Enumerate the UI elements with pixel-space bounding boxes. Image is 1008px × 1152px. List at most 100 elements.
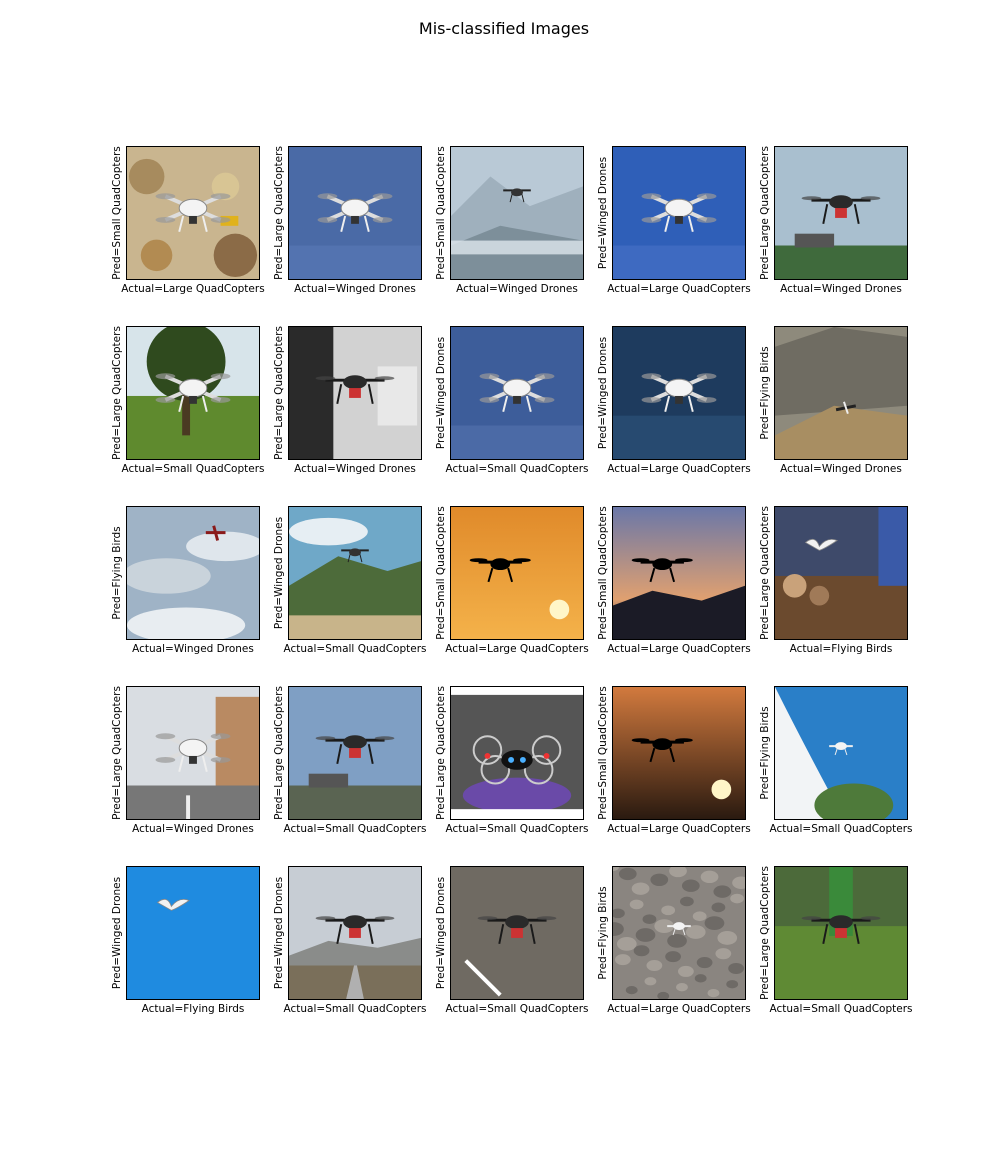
pred-label-wrap: Pred=Winged Drones xyxy=(272,866,286,1000)
pred-label-wrap: Pred=Small QuadCopters xyxy=(110,146,124,280)
thumbnail-drawing xyxy=(127,147,259,279)
grid-cell: Pred=Winged Drones xyxy=(434,326,594,501)
pred-label: Pred=Large QuadCopters xyxy=(273,326,285,460)
grid-cell: Pred=Winged Drones xyxy=(596,326,756,501)
actual-label: Actual=Flying Birds xyxy=(789,643,893,655)
grid-cell: Pred=Large QuadCopters Actual=Small xyxy=(434,686,594,861)
pred-label-wrap: Pred=Flying Birds xyxy=(110,506,124,640)
thumbnail-image xyxy=(450,506,584,640)
grid-cell: Pred=Large QuadCopters Actual=Winged xyxy=(272,326,432,501)
grid-cell: Pred=Small QuadCopters Actual=Winged Dro… xyxy=(434,146,594,321)
thumbnail-drawing xyxy=(613,867,745,999)
grid-cell: Pred=Winged Drones Actual=Small Quad xyxy=(272,866,432,1041)
thumbnail-drawing xyxy=(451,147,583,279)
grid-cell: Pred=Large QuadCopters xyxy=(110,686,270,861)
pred-label-wrap: Pred=Large QuadCopters xyxy=(272,146,286,280)
pred-label-wrap: Pred=Small QuadCopters xyxy=(596,506,610,640)
grid-cell: Pred=Large QuadCopters Actual=Small Quad… xyxy=(272,686,432,861)
grid-cell: Pred=Small QuadCopters Actual=Large Quad… xyxy=(596,686,756,861)
thumbnail-drawing xyxy=(451,867,583,999)
grid-cell: Pred=Flying Birds Actual=Winged Drones xyxy=(758,326,918,501)
actual-label: Actual=Winged Drones xyxy=(132,643,254,655)
thumbnail-image xyxy=(450,326,584,460)
pred-label-wrap: Pred=Winged Drones xyxy=(434,866,448,1000)
thumbnail-image xyxy=(288,686,422,820)
pred-label: Pred=Large QuadCopters xyxy=(759,506,771,640)
pred-label: Pred=Winged Drones xyxy=(597,156,609,270)
thumbnail-image xyxy=(450,866,584,1000)
thumbnail-image xyxy=(126,146,260,280)
thumbnail-image xyxy=(126,506,260,640)
thumbnail-image xyxy=(774,506,908,640)
thumbnail-image xyxy=(450,146,584,280)
pred-label-wrap: Pred=Winged Drones xyxy=(110,866,124,1000)
pred-label-wrap: Pred=Large QuadCopters xyxy=(758,866,772,1000)
grid-cell: Pred=Large QuadCopters Actual=Flying Bir… xyxy=(758,506,918,681)
thumbnail-image xyxy=(612,686,746,820)
actual-label: Actual=Small QuadCopters xyxy=(283,823,427,835)
thumbnail-image xyxy=(288,506,422,640)
pred-label: Pred=Winged Drones xyxy=(435,876,447,990)
thumbnail-drawing xyxy=(451,507,583,639)
grid-cell: Pred=Large QuadCopters Actual=Small Quad… xyxy=(758,866,918,1041)
thumbnail-drawing xyxy=(613,507,745,639)
thumbnail-image xyxy=(774,866,908,1000)
actual-label: Actual=Winged Drones xyxy=(294,283,416,295)
thumbnail-drawing xyxy=(613,327,745,459)
pred-label-wrap: Pred=Small QuadCopters xyxy=(434,506,448,640)
pred-label: Pred=Flying Birds xyxy=(759,346,771,440)
actual-label: Actual=Small QuadCopters xyxy=(769,1003,913,1015)
actual-label: Actual=Large QuadCopters xyxy=(607,283,751,295)
pred-label: Pred=Winged Drones xyxy=(273,516,285,630)
pred-label-wrap: Pred=Large QuadCopters xyxy=(758,146,772,280)
actual-label: Actual=Winged Drones xyxy=(780,283,902,295)
pred-label: Pred=Large QuadCopters xyxy=(435,686,447,820)
actual-label: Actual=Winged Drones xyxy=(780,463,902,475)
thumbnail-image xyxy=(774,686,908,820)
pred-label: Pred=Small QuadCopters xyxy=(111,146,123,280)
pred-label: Pred=Flying Birds xyxy=(759,706,771,800)
thumbnail-drawing xyxy=(775,147,907,279)
thumbnail-drawing xyxy=(775,507,907,639)
grid-cell: Pred=Winged Drones Actual=Small QuadCopt… xyxy=(272,506,432,681)
thumbnail-drawing xyxy=(289,867,421,999)
actual-label: Actual=Small QuadCopters xyxy=(283,1003,427,1015)
grid-cell: Pred=Large QuadCopters xyxy=(110,326,270,501)
thumbnail-drawing xyxy=(613,147,745,279)
actual-label: Actual=Flying Birds xyxy=(141,1003,245,1015)
pred-label: Pred=Large QuadCopters xyxy=(111,326,123,460)
pred-label-wrap: Pred=Large QuadCopters xyxy=(272,686,286,820)
thumbnail-image xyxy=(126,326,260,460)
grid-cell: Pred=Large QuadCopters Actual=Winged Dro… xyxy=(758,146,918,321)
thumbnail-drawing xyxy=(127,687,259,819)
pred-label: Pred=Small QuadCopters xyxy=(435,146,447,280)
thumbnail-drawing xyxy=(451,327,583,459)
grid-cell: Pred=Large QuadCopters xyxy=(272,146,432,321)
pred-label-wrap: Pred=Winged Drones xyxy=(596,146,610,280)
pred-label: Pred=Winged Drones xyxy=(435,336,447,450)
grid-cell: Pred=Small QuadCopters Actual=Large Quad… xyxy=(434,506,594,681)
grid-cell: Pred=Flying Birds Actual=Large QuadCopte… xyxy=(596,866,756,1041)
thumbnail-drawing xyxy=(289,147,421,279)
thumbnail-image xyxy=(288,866,422,1000)
thumbnail-image xyxy=(612,326,746,460)
actual-label: Actual=Winged Drones xyxy=(132,823,254,835)
pred-label-wrap: Pred=Winged Drones xyxy=(596,326,610,460)
grid-cell: Pred=Winged Drones Actual=Small QuadCopt… xyxy=(434,866,594,1041)
thumbnail-image xyxy=(774,146,908,280)
actual-label: Actual=Winged Drones xyxy=(456,283,578,295)
pred-label-wrap: Pred=Large QuadCopters xyxy=(272,326,286,460)
actual-label: Actual=Small QuadCopters xyxy=(121,463,265,475)
thumbnail-drawing xyxy=(451,687,583,819)
pred-label-wrap: Pred=Small QuadCopters xyxy=(434,146,448,280)
pred-label: Pred=Small QuadCopters xyxy=(597,506,609,640)
thumbnail-image xyxy=(612,506,746,640)
pred-label-wrap: Pred=Large QuadCopters xyxy=(758,506,772,640)
pred-label: Pred=Winged Drones xyxy=(111,876,123,990)
actual-label: Actual=Small QuadCopters xyxy=(445,823,589,835)
actual-label: Actual=Large QuadCopters xyxy=(121,283,265,295)
actual-label: Actual=Large QuadCopters xyxy=(607,463,751,475)
pred-label-wrap: Pred=Large QuadCopters xyxy=(434,686,448,820)
pred-label-wrap: Pred=Flying Birds xyxy=(596,866,610,1000)
thumbnail-drawing xyxy=(289,507,421,639)
